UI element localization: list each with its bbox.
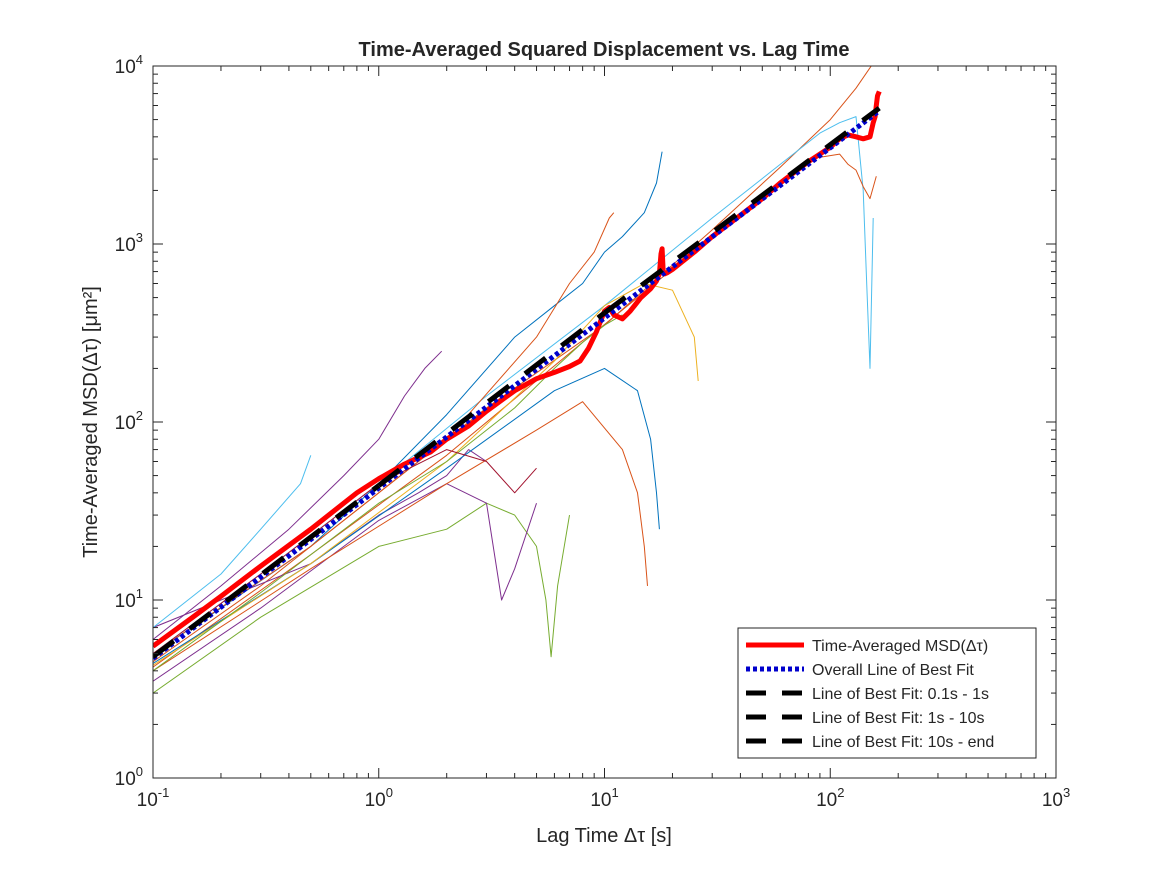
x-tick-label-3: 102 [816,785,844,811]
y-axis-label: Time-Averaged MSD(Δτ) [μm²] [80,286,102,558]
track-line-4 [153,350,443,640]
legend-label-1: Overall Line of Best Fit [812,662,974,679]
track-line-12 [153,212,615,655]
x-tick-label-4: 103 [1042,785,1070,811]
track-line-3 [153,153,877,668]
chart-title: Time-Averaged Squared Displacement vs. L… [359,39,850,61]
series-line-3 [377,310,607,488]
track-line-14 [153,449,537,655]
y-tick-label-1: 101 [115,586,143,612]
track-line-9 [153,367,660,664]
x-tick-label-0: 10-1 [137,785,170,811]
x-axis-label: Lag Time Δτ [s] [536,825,672,847]
y-tick-label-3: 103 [115,230,143,256]
legend-label-0: Time-Averaged MSD(Δτ) [812,638,988,655]
series-line-4 [603,106,881,315]
y-tick-label-0: 100 [115,764,143,790]
legend-label-2: Line of Best Fit: 0.1s - 1s [812,686,989,703]
track-line-8 [153,401,648,672]
track-line-10 [153,283,699,666]
series-line-1 [153,108,881,661]
legend-label-4: Line of Best Fit: 10s - end [812,734,994,751]
legend: Time-Averaged MSD(Δτ) Overall Line of Bes… [737,627,1037,759]
series-layer [153,90,882,661]
y-tick-label-2: 102 [115,408,143,434]
track-line-6 [153,502,570,694]
legend-label-3: Line of Best Fit: 1s - 10s [812,710,985,727]
series-line-2 [153,483,381,659]
y-tick-label-4: 104 [115,52,143,78]
x-tick-label-2: 101 [590,785,618,811]
x-tick-label-1: 100 [365,785,393,811]
track-line-11 [153,455,312,628]
track-line-7 [153,483,537,682]
